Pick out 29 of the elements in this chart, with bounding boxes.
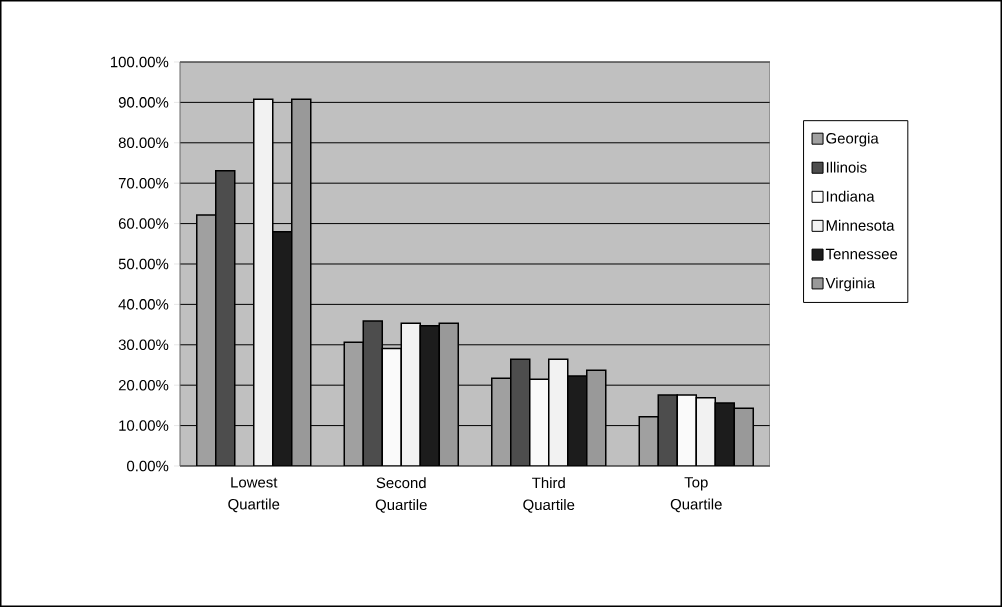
legend-label: Illinois [826,161,867,173]
legend-label: Georgia [826,132,879,147]
legend-label: Tennessee [825,248,898,260]
y-tick-label: 70.00% [118,177,169,189]
y-tick-label: 30.00% [118,339,169,351]
bar [638,415,660,466]
x-tick-label: Second Quartile [375,477,427,513]
x-tick-label: Third Quartile [523,477,575,513]
legend-label: Minnesota [826,219,895,231]
y-tick-label: 50.00% [118,258,169,270]
y-tick-label: 100.00% [110,56,169,68]
legend-label: Virginia [825,277,876,292]
bar [343,341,365,466]
y-tick-label: 80.00% [118,137,169,149]
x-tick-label: Top Quartile [670,477,722,513]
bar [657,394,679,466]
y-tick-label: 90.00% [118,97,169,108]
legend-label: Indiana [826,190,875,202]
y-tick-label: 60.00% [118,218,169,229]
bar [438,322,460,466]
bar [362,320,384,466]
x-tick-label: Lowest Quartile [228,477,280,513]
y-tick-label: 0.00% [127,460,169,472]
y-tick-label: 20.00% [118,379,169,391]
bar [419,325,441,466]
bar [714,402,736,466]
y-tick-label: 40.00% [118,299,169,310]
y-tick-label: 10.00% [119,420,169,431]
bar [733,407,755,466]
